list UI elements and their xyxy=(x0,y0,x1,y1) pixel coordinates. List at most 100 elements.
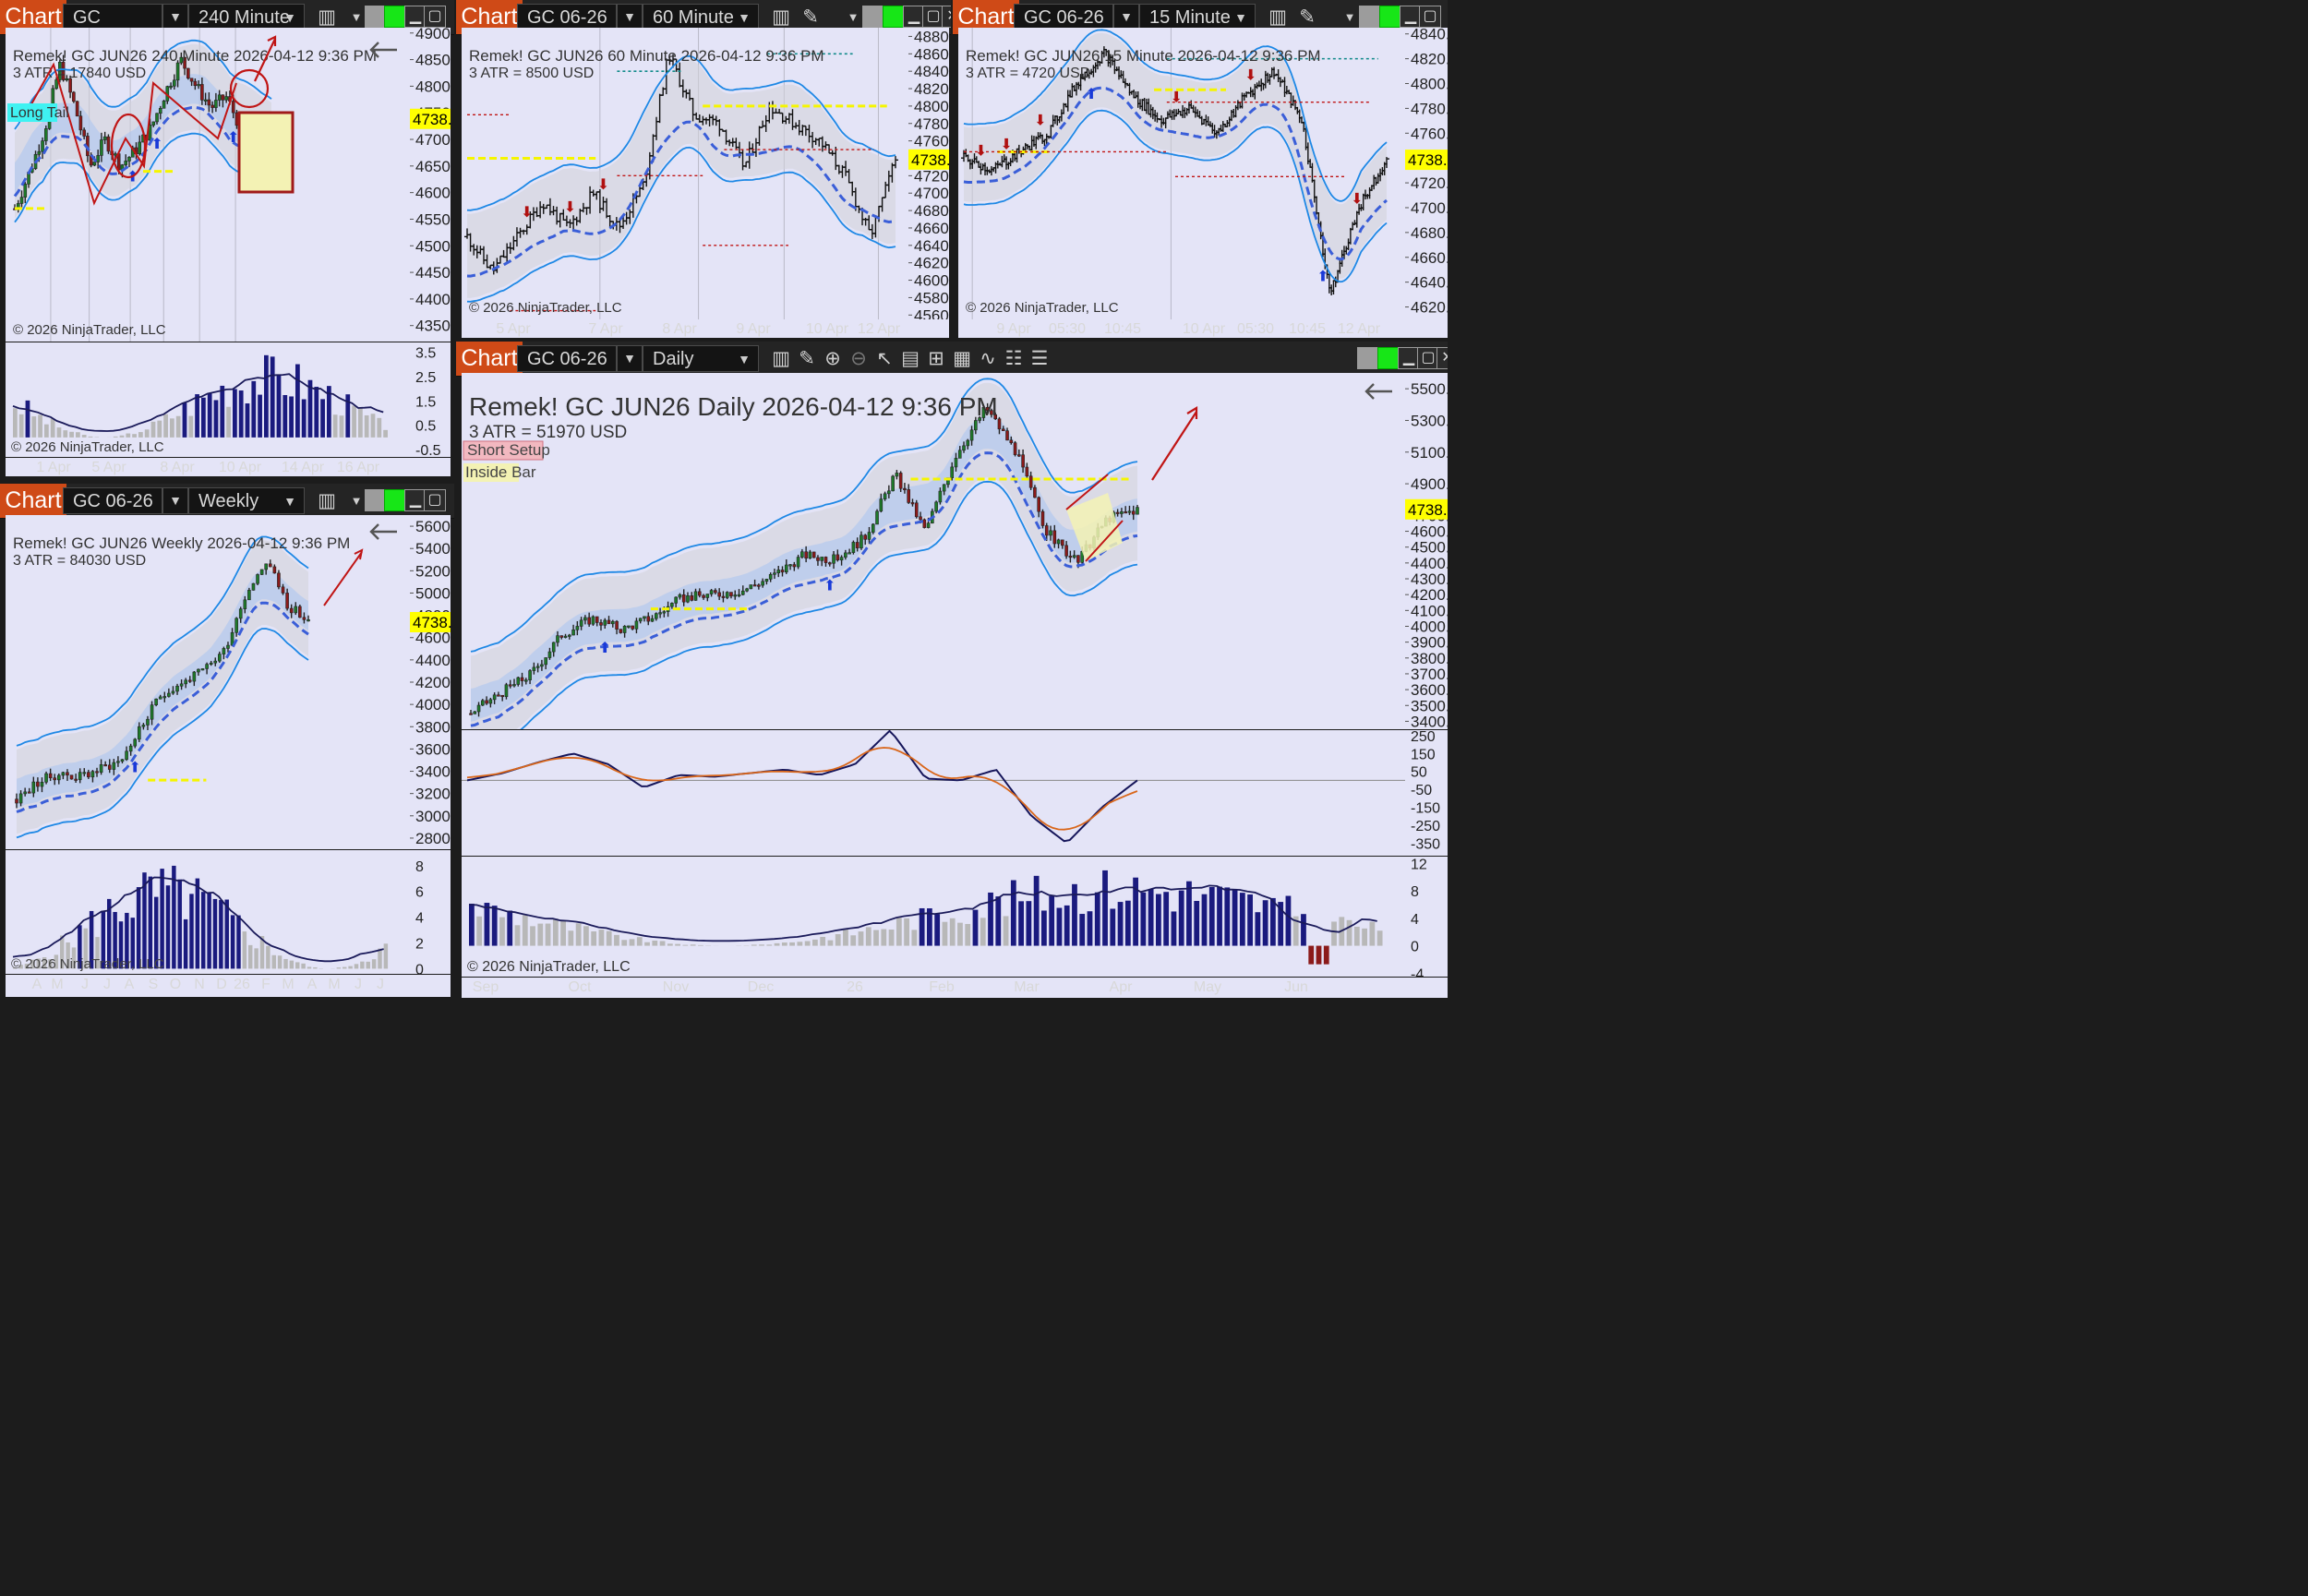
close-button[interactable]: ✕ xyxy=(1436,347,1448,369)
oscillator-panel[interactable] xyxy=(462,730,1405,856)
candle xyxy=(638,618,643,624)
instrument-selector[interactable]: GC JUN26 xyxy=(63,4,162,54)
instrument-dropdown-icon[interactable]: ▼ xyxy=(162,487,188,514)
maximize-button[interactable]: ▢ xyxy=(1417,347,1439,369)
minimize-button[interactable]: ▁ xyxy=(1398,347,1420,369)
zoom-in-icon[interactable]: ⊕ xyxy=(824,348,841,369)
volume-bar xyxy=(1072,883,1077,946)
plot-area[interactable]: ⬇ ⬇ ⬇ Remek! GC JUN26 60 Minute 2026-04-12 … xyxy=(462,28,908,319)
plot-area[interactable]: ⬆ ⬆ ⬆ Remek! GC JUN26 240 Minute 2026-04-12… xyxy=(6,28,410,342)
candle xyxy=(942,484,946,496)
candle xyxy=(827,561,832,567)
volume-panel[interactable]: © 2026 NinjaTrader, LLC xyxy=(6,342,410,457)
window-color-button[interactable] xyxy=(1359,6,1381,28)
maximize-button[interactable]: ▢ xyxy=(424,6,446,28)
minimize-button[interactable]: ▁ xyxy=(404,489,427,511)
period-selector[interactable]: 15 Minute ▼ xyxy=(1139,4,1256,30)
pointer-icon[interactable]: ↖ xyxy=(876,348,893,369)
price-tick-label: 4500.0 xyxy=(415,237,451,255)
candle xyxy=(106,134,111,154)
price-axis[interactable]: 4840.04820.04800.04780.04760.04740.04720… xyxy=(1405,28,1448,319)
time-tick-label: Jun xyxy=(1284,979,1308,995)
minimize-button[interactable]: ▁ xyxy=(404,6,427,28)
instrument-dropdown-icon[interactable]: ▼ xyxy=(1113,4,1139,30)
down-signal-icon: ⬇ xyxy=(1170,90,1182,105)
chart-tab[interactable]: Chart xyxy=(0,484,66,518)
chart-trader-icon[interactable]: ⊞ xyxy=(928,348,944,369)
candle xyxy=(1120,508,1124,518)
link-color-button[interactable] xyxy=(384,489,406,511)
link-color-button[interactable] xyxy=(384,6,406,28)
volume-bar xyxy=(31,416,37,438)
candle xyxy=(674,596,678,608)
link-color-button[interactable] xyxy=(1377,347,1400,369)
bar-style-icon[interactable]: ▥ xyxy=(772,6,790,28)
instrument-selector[interactable]: GC 06-26 xyxy=(63,487,162,514)
instrument-dropdown-icon[interactable]: ▼ xyxy=(617,345,643,372)
volume-bar xyxy=(220,385,225,438)
volume-bar xyxy=(207,893,211,969)
volume-panel[interactable]: © 2026 NinjaTrader, LLC xyxy=(6,850,410,974)
instrument-selector[interactable]: GC 06-26 xyxy=(517,345,617,372)
instrument-selector[interactable]: GC 06-26 xyxy=(1014,4,1113,30)
chart-tab[interactable]: Chart xyxy=(456,342,523,376)
maximize-button[interactable]: ▢ xyxy=(1419,6,1441,28)
properties-icon[interactable]: ☷ xyxy=(1004,348,1023,369)
volume-average-line xyxy=(468,884,1377,942)
bar-style-icon[interactable]: ▥ xyxy=(318,490,336,511)
plot-area[interactable]: ⬆ ⬆ ⬇ ⬇ ⬇ ⬇ ⬇ ⬇ Remek! GC JUN26 15 Minute 2026-0… xyxy=(958,28,1405,319)
window-color-button[interactable] xyxy=(862,6,884,28)
time-tick-label: 9 Apr xyxy=(736,321,771,337)
window-color-button[interactable] xyxy=(1357,347,1379,369)
indicators-icon[interactable]: ▦ xyxy=(953,348,971,369)
drawing-tool-icon[interactable]: ✎ xyxy=(799,348,815,369)
strategies-icon[interactable]: ∿ xyxy=(980,348,996,369)
price-axis[interactable]: 4900.04850.04800.04750.04700.04650.04600… xyxy=(410,28,451,342)
maximize-button[interactable]: ▢ xyxy=(424,489,446,511)
zoom-out-icon[interactable]: ⊖ xyxy=(850,348,867,369)
bar-style-icon[interactable]: ▥ xyxy=(772,348,790,369)
chevron-down-icon[interactable]: ▼ xyxy=(350,10,363,24)
plot-area[interactable]: ⬆ Remek! GC JUN26 Weekly 2026-04-12 9:36 … xyxy=(6,515,410,849)
drawing-tool-icon[interactable]: ✎ xyxy=(1299,6,1316,28)
period-selector[interactable]: 60 Minute ▼ xyxy=(643,4,759,30)
volume-bar xyxy=(1316,945,1322,965)
volume-bar xyxy=(1003,916,1009,946)
instrument-selector[interactable]: GC 06-26 xyxy=(517,4,617,30)
volume-bar xyxy=(126,433,131,438)
link-color-button[interactable] xyxy=(1379,6,1401,28)
volume-bar xyxy=(119,435,125,438)
time-tick-label: A xyxy=(125,977,135,992)
close-button[interactable]: ✕ xyxy=(942,6,951,28)
maximize-button[interactable]: ▢ xyxy=(922,6,944,28)
price-axis[interactable]: 4880.04860.04840.04820.04800.04780.04760… xyxy=(908,28,949,319)
chart-title: Remek! GC JUN26 Weekly 2026-04-12 9:36 P… xyxy=(13,534,350,552)
link-color-button[interactable] xyxy=(883,6,905,28)
oscillator-tick-label: -250 xyxy=(1411,819,1440,834)
templates-icon[interactable]: ☰ xyxy=(1030,348,1049,369)
period-selector[interactable]: Weekly ▼ xyxy=(188,487,305,514)
price-axis[interactable]: 5600.05400.05200.05000.04800.04600.04400… xyxy=(410,515,451,849)
volume-bar xyxy=(759,944,764,946)
drawing-tool-icon[interactable]: ✎ xyxy=(802,6,819,28)
candle xyxy=(500,694,504,702)
instrument-dropdown-icon[interactable]: ▼ xyxy=(162,4,188,30)
chevron-down-icon[interactable]: ▼ xyxy=(350,494,363,508)
chevron-down-icon[interactable]: ▼ xyxy=(1343,10,1356,24)
minimize-button[interactable]: ▁ xyxy=(903,6,925,28)
plot-area[interactable]: ⬆ ⬆ Remek! GC JUN26 Daily 2026-04-12 9:36 … xyxy=(462,373,1405,729)
period-selector[interactable]: 240 Minute ▼ xyxy=(188,4,305,30)
bar-style-icon[interactable]: ▥ xyxy=(318,6,336,28)
price-tick-label: 3200.0 xyxy=(415,786,451,803)
candle xyxy=(82,127,86,140)
price-tick-label: 4560.0 xyxy=(914,306,949,319)
volume-bar xyxy=(1186,881,1192,946)
chevron-down-icon[interactable]: ▼ xyxy=(847,10,859,24)
candle xyxy=(175,60,180,88)
period-selector[interactable]: Daily ▼ xyxy=(643,345,759,372)
price-axis[interactable]: 5500.05300.05100.04900.04700.04600.04500… xyxy=(1405,373,1448,729)
data-box-icon[interactable]: ▤ xyxy=(901,348,920,369)
instrument-dropdown-icon[interactable]: ▼ xyxy=(617,4,643,30)
volume-panel[interactable]: © 2026 NinjaTrader, LLC xyxy=(462,857,1405,977)
bar-style-icon[interactable]: ▥ xyxy=(1268,6,1287,28)
